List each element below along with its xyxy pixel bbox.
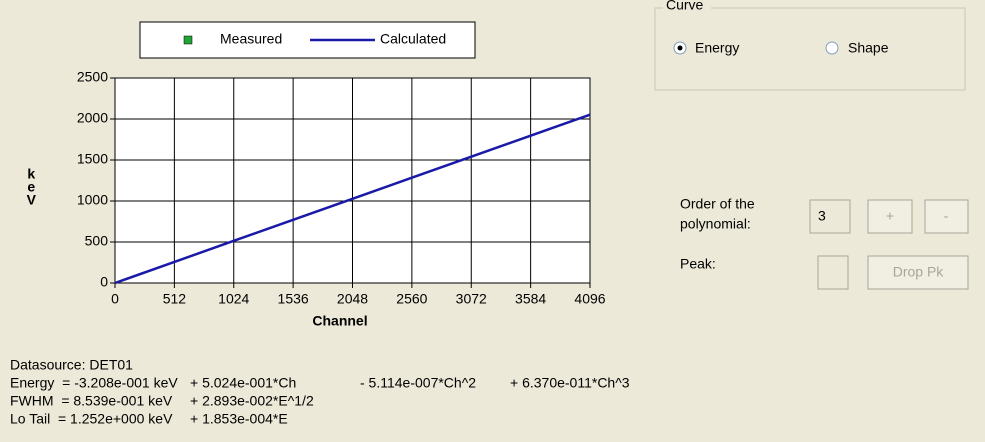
x-tick-label: 2560 [396, 291, 427, 307]
info-text: - 5.114e-007*Ch^2 [360, 375, 476, 391]
radio-label[interactable]: Energy [695, 40, 739, 56]
info-text: FWHM = 8.539e-001 keV [10, 393, 173, 409]
x-axis-label: Channel [312, 313, 367, 329]
x-tick-label: 512 [163, 291, 187, 307]
drop-button[interactable] [867, 255, 969, 290]
plus-button[interactable] [867, 199, 913, 234]
y-axis-label: keV [23, 166, 39, 205]
info-text: Lo Tail = 1.252e+000 keV [10, 411, 173, 427]
group-title: Curve [666, 0, 704, 13]
radio-shape[interactable] [825, 41, 839, 55]
order-label: Order of the [680, 196, 755, 212]
info-text: + 1.853e-004*E [190, 411, 288, 427]
y-tick-label: 500 [85, 233, 109, 249]
y-tick-label: 1500 [77, 151, 108, 167]
info-text: + 2.893e-002*E^1/2 [190, 393, 314, 409]
order-value[interactable]: 3 [818, 208, 826, 224]
group-title-bg [663, 0, 711, 12]
x-tick-label: 4096 [574, 291, 605, 307]
x-tick-label: 3584 [515, 291, 546, 307]
x-tick-label: 3072 [456, 291, 487, 307]
y-tick-label: 0 [100, 274, 108, 290]
peak-label: Peak: [680, 256, 716, 272]
peak-box[interactable] [817, 255, 849, 290]
order-label: polynomial: [680, 216, 751, 232]
datasource: Datasource: DET01 [10, 357, 133, 373]
x-tick-label: 0 [111, 291, 119, 307]
legend-label: Measured [220, 31, 282, 47]
legend-marker [183, 35, 193, 45]
legend-label: Calculated [380, 31, 446, 47]
info-text: Energy = -3.208e-001 keV [10, 375, 178, 391]
series-line [114, 113, 591, 285]
legend-box [139, 21, 476, 59]
minus-button[interactable] [924, 199, 969, 234]
radio-label[interactable]: Shape [848, 40, 889, 56]
drop-text[interactable]: Drop Pk [893, 264, 945, 280]
minus-text[interactable]: - [944, 208, 949, 224]
y-tick-label: 2500 [77, 69, 108, 85]
y-tick-label: 1000 [77, 192, 108, 208]
info-text: + 5.024e-001*Ch [190, 375, 296, 391]
radio-dot [677, 45, 683, 51]
x-tick-label: 1536 [278, 291, 309, 307]
x-tick-label: 1024 [218, 291, 249, 307]
x-tick-label: 2048 [337, 291, 368, 307]
y-tick-label: 2000 [77, 110, 108, 126]
order-input[interactable] [809, 199, 851, 234]
plus-text[interactable]: + [886, 208, 894, 224]
info-text: + 6.370e-011*Ch^3 [510, 375, 630, 391]
group-box [654, 7, 966, 91]
